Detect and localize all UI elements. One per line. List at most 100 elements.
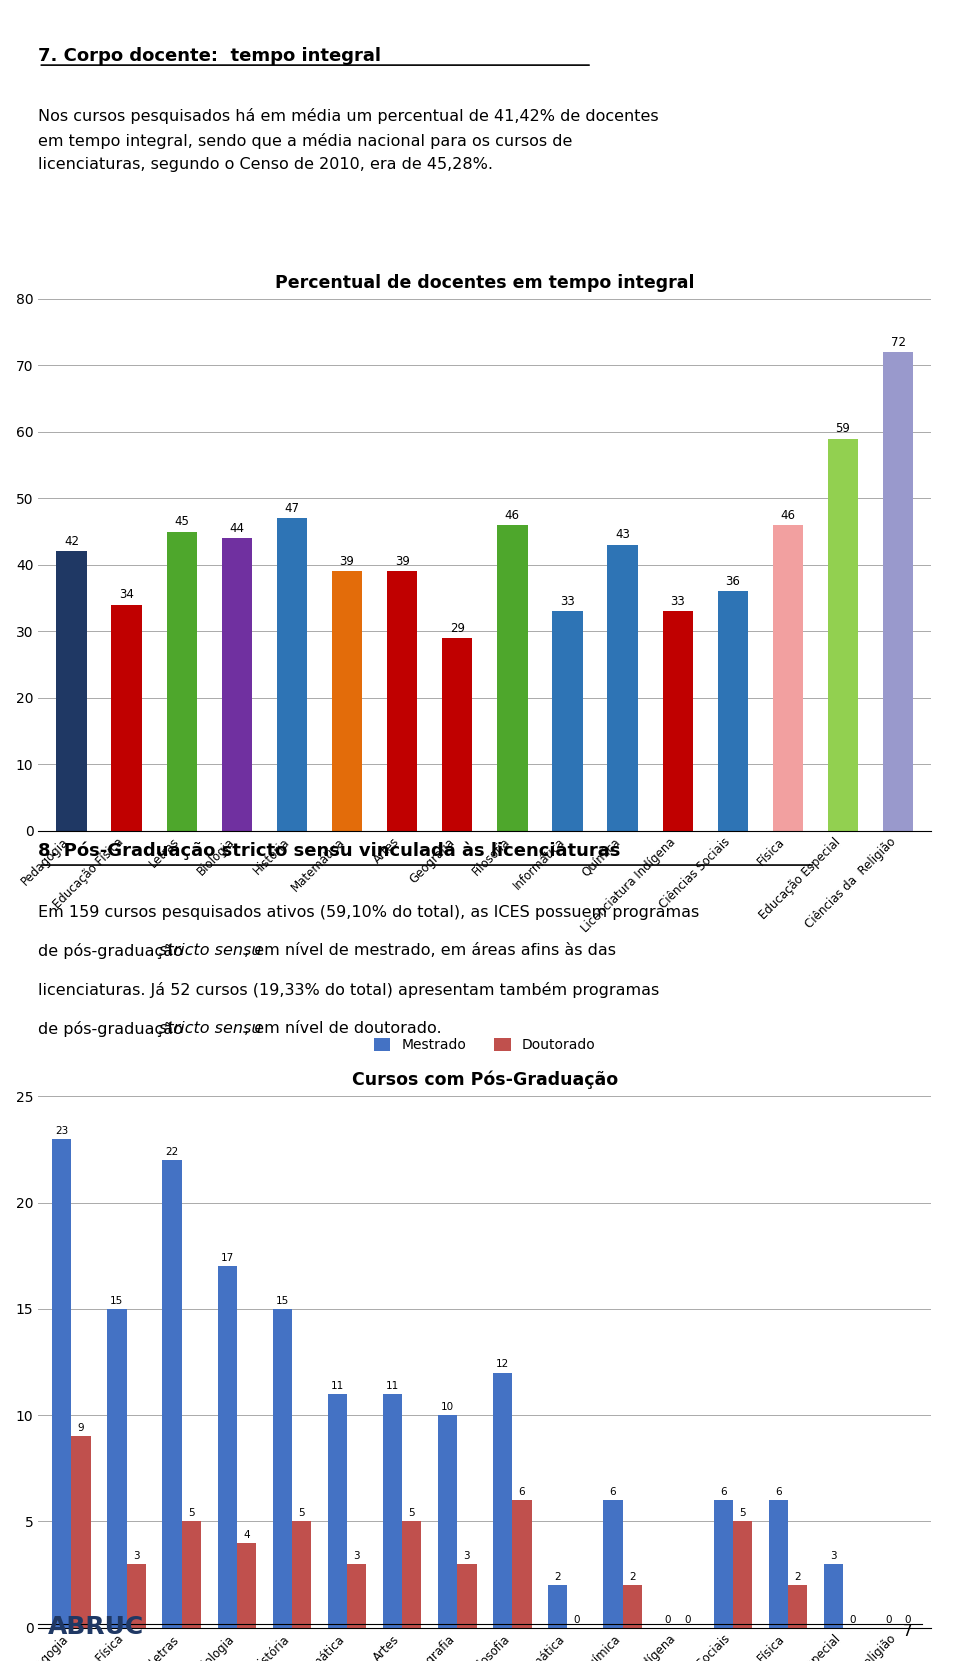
Bar xyxy=(237,1543,256,1628)
Text: 34: 34 xyxy=(119,588,134,601)
Text: Nos cursos pesquisados há em média um percentual de 41,42% de docentes
em tempo : Nos cursos pesquisados há em média um pe… xyxy=(38,108,659,173)
Bar xyxy=(108,1309,127,1628)
Text: 10: 10 xyxy=(441,1402,454,1412)
Text: 7: 7 xyxy=(902,1624,912,1639)
Bar xyxy=(457,1565,476,1628)
Bar xyxy=(218,1266,237,1628)
Text: 59: 59 xyxy=(835,422,851,435)
Text: 3: 3 xyxy=(132,1551,139,1561)
Text: 6: 6 xyxy=(775,1487,781,1497)
Bar xyxy=(769,1500,788,1628)
Text: 44: 44 xyxy=(229,522,244,535)
Bar xyxy=(713,1500,732,1628)
Text: 2: 2 xyxy=(555,1571,562,1581)
Text: 36: 36 xyxy=(726,575,740,588)
Text: , em nível de mestrado, em áreas afins às das: , em nível de mestrado, em áreas afins à… xyxy=(244,943,615,958)
Bar xyxy=(443,638,472,830)
Bar xyxy=(662,611,693,830)
Bar xyxy=(732,1521,752,1628)
Bar xyxy=(548,1585,567,1628)
Text: 5: 5 xyxy=(739,1508,746,1518)
Text: 17: 17 xyxy=(221,1252,234,1262)
Bar xyxy=(162,1159,181,1628)
Text: 15: 15 xyxy=(276,1296,289,1306)
Bar xyxy=(824,1565,843,1628)
Text: stricto sensu: stricto sensu xyxy=(159,943,261,958)
Bar xyxy=(383,1394,402,1628)
Text: ABRUC: ABRUC xyxy=(48,1616,144,1639)
Text: 0: 0 xyxy=(850,1614,856,1624)
Bar xyxy=(513,1500,532,1628)
Bar xyxy=(273,1309,292,1628)
Bar xyxy=(52,1139,71,1628)
Text: 23: 23 xyxy=(55,1126,68,1136)
Bar xyxy=(552,611,583,830)
Text: 43: 43 xyxy=(615,528,630,541)
Text: 5: 5 xyxy=(188,1508,195,1518)
Title: Percentual de docentes em tempo integral: Percentual de docentes em tempo integral xyxy=(276,274,694,292)
Text: stricto sensu: stricto sensu xyxy=(159,1020,261,1035)
Bar xyxy=(402,1521,421,1628)
Bar xyxy=(166,532,197,830)
Text: , em nível de doutorado.: , em nível de doutorado. xyxy=(244,1020,442,1035)
Bar xyxy=(493,1372,513,1628)
Bar xyxy=(788,1585,807,1628)
Text: 45: 45 xyxy=(175,515,189,528)
Bar xyxy=(828,439,858,830)
Text: 7. Corpo docente:  tempo integral: 7. Corpo docente: tempo integral xyxy=(38,47,381,65)
Bar xyxy=(111,605,142,830)
Text: 15: 15 xyxy=(110,1296,124,1306)
Bar xyxy=(497,525,527,830)
Text: 3: 3 xyxy=(464,1551,470,1561)
Text: 47: 47 xyxy=(284,502,300,515)
Text: 33: 33 xyxy=(560,595,575,608)
Text: 72: 72 xyxy=(891,336,905,349)
Text: 46: 46 xyxy=(780,508,796,522)
Bar xyxy=(327,1394,347,1628)
Text: 29: 29 xyxy=(449,621,465,635)
Bar xyxy=(332,571,362,830)
Bar xyxy=(181,1521,201,1628)
Text: 5: 5 xyxy=(299,1508,305,1518)
Text: 11: 11 xyxy=(386,1380,399,1390)
Bar xyxy=(222,538,252,830)
Text: 0: 0 xyxy=(574,1614,581,1624)
Text: 12: 12 xyxy=(496,1359,510,1369)
Bar xyxy=(438,1415,457,1628)
Text: de pós-graduação: de pós-graduação xyxy=(38,1020,188,1036)
Text: 11: 11 xyxy=(331,1380,344,1390)
Bar xyxy=(276,518,307,830)
Bar xyxy=(57,551,86,830)
Bar xyxy=(623,1585,642,1628)
Text: 2: 2 xyxy=(794,1571,801,1581)
Bar xyxy=(292,1521,311,1628)
Text: 0: 0 xyxy=(684,1614,690,1624)
Text: 4: 4 xyxy=(243,1530,250,1540)
Text: 22: 22 xyxy=(165,1146,179,1156)
Text: 3: 3 xyxy=(353,1551,360,1561)
Bar xyxy=(127,1565,146,1628)
Text: 0: 0 xyxy=(885,1614,892,1624)
Text: 8. Pós-Graduação stricto sensu vinculada às licenciaturas: 8. Pós-Graduação stricto sensu vinculada… xyxy=(38,840,621,860)
Text: Em 159 cursos pesquisados ativos (59,10% do total), as ICES possuem programas: Em 159 cursos pesquisados ativos (59,10%… xyxy=(38,905,700,920)
Bar xyxy=(608,545,637,830)
Text: licenciaturas. Já 52 cursos (19,33% do total) apresentam também programas: licenciaturas. Já 52 cursos (19,33% do t… xyxy=(38,982,660,998)
Text: 39: 39 xyxy=(340,555,354,568)
Text: 33: 33 xyxy=(670,595,685,608)
Text: 6: 6 xyxy=(610,1487,616,1497)
Text: 0: 0 xyxy=(904,1614,911,1624)
Bar xyxy=(387,571,418,830)
Text: 6: 6 xyxy=(518,1487,525,1497)
Text: de pós-graduação: de pós-graduação xyxy=(38,943,188,960)
Text: 46: 46 xyxy=(505,508,520,522)
Bar xyxy=(718,591,748,830)
Text: 42: 42 xyxy=(64,535,79,548)
Bar xyxy=(603,1500,623,1628)
Text: 2: 2 xyxy=(629,1571,636,1581)
Text: 39: 39 xyxy=(395,555,410,568)
Text: 0: 0 xyxy=(664,1614,671,1624)
Text: 6: 6 xyxy=(720,1487,727,1497)
Legend: Mestrado, Doutorado: Mestrado, Doutorado xyxy=(370,1035,600,1056)
Bar xyxy=(71,1437,91,1628)
Text: 9: 9 xyxy=(78,1423,84,1433)
